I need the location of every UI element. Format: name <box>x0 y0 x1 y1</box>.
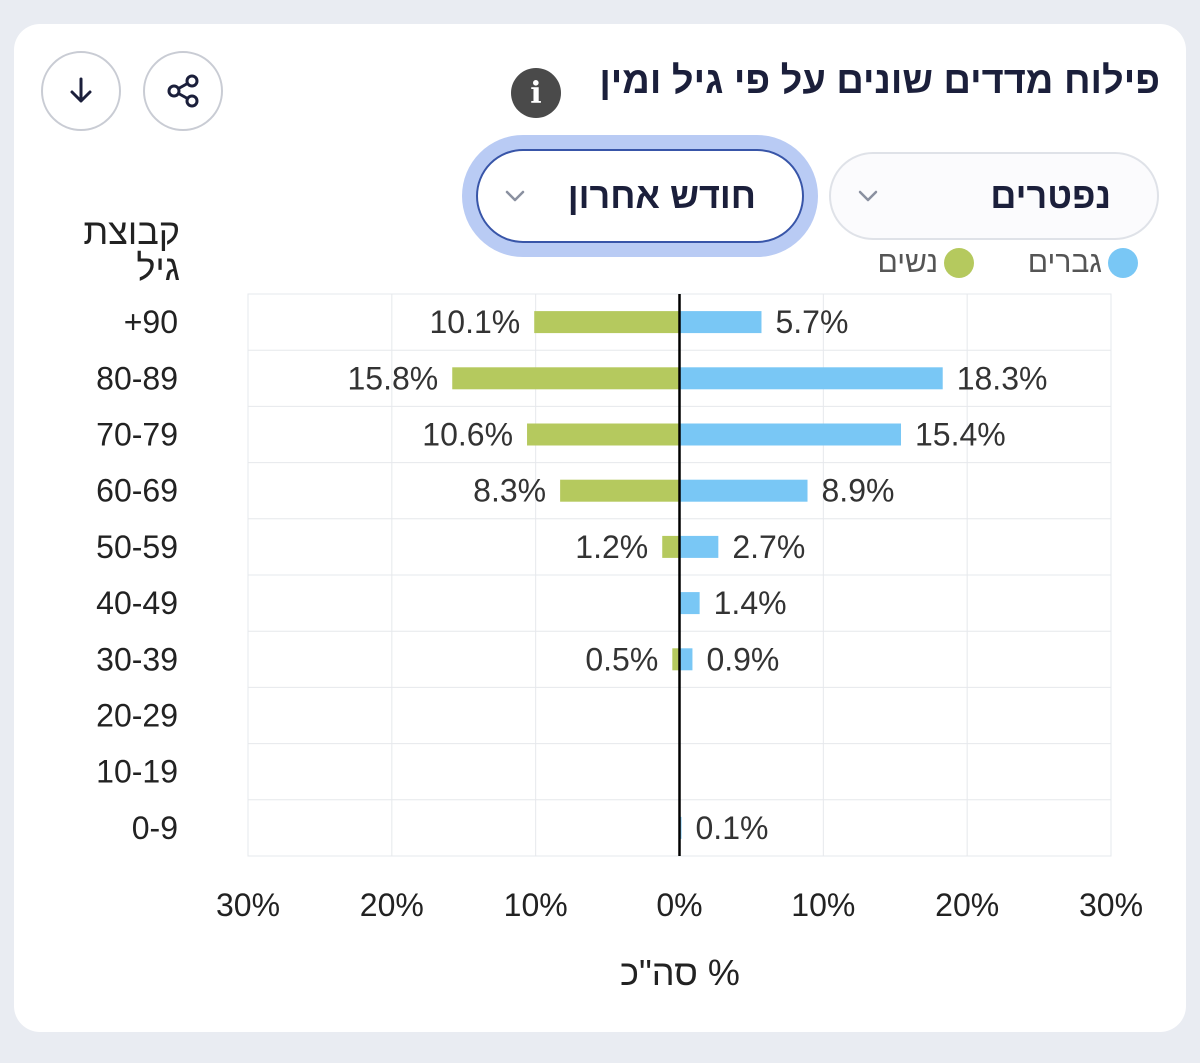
bar-women <box>662 535 680 558</box>
data-label-women: 8.3% <box>473 473 546 509</box>
legend-label-men: גברים <box>1027 246 1102 279</box>
bar-men <box>679 535 719 558</box>
x-tick-label: 30% <box>1079 887 1143 923</box>
data-label-women: 10.6% <box>422 417 513 453</box>
bar-men <box>679 479 808 502</box>
bar-women <box>452 367 680 390</box>
x-tick-label: 10% <box>504 887 568 923</box>
metric-select[interactable]: נפטרים <box>829 152 1159 240</box>
data-label-men: 18.3% <box>957 360 1048 396</box>
data-label-women: 10.1% <box>429 304 520 340</box>
y-tick-label: 80-89 <box>96 360 178 396</box>
data-label-men: 15.4% <box>915 417 1006 453</box>
y-tick-label: 70-79 <box>96 417 178 453</box>
data-label-men: 2.7% <box>732 529 805 565</box>
share-icon <box>167 74 199 108</box>
bar-men <box>679 592 700 615</box>
y-tick-label: 0-9 <box>132 810 178 846</box>
chart-title: פילוח מדדים שונים על פי גיל ומין <box>599 60 1160 102</box>
y-axis-title: קבוצת גיל <box>83 211 180 288</box>
bar-women <box>527 423 680 446</box>
metric-select-value: נפטרים <box>990 175 1111 216</box>
data-label-men: 5.7% <box>775 304 848 340</box>
bar-women <box>534 311 680 334</box>
y-tick-label: 20-29 <box>96 698 178 734</box>
data-label-men: 1.4% <box>714 585 787 621</box>
info-icon[interactable]: i <box>511 68 561 118</box>
data-label-men: 0.1% <box>696 810 769 846</box>
legend-swatch-men <box>1108 248 1138 278</box>
download-button[interactable] <box>41 51 121 131</box>
legend-item-women[interactable]: נשים <box>877 246 974 280</box>
x-tick-label: 20% <box>360 887 424 923</box>
share-button[interactable] <box>143 51 223 131</box>
y-tick-label: 50-59 <box>96 529 178 565</box>
x-tick-label: 0% <box>656 887 702 923</box>
y-tick-label: 10-19 <box>96 754 178 790</box>
data-label-men: 0.9% <box>706 641 779 677</box>
period-select-value: חודש אחרון <box>567 175 756 216</box>
period-select[interactable]: חודש אחרון <box>476 149 804 243</box>
data-label-women: 0.5% <box>585 641 658 677</box>
y-tick-label: 60-69 <box>96 473 178 509</box>
x-axis-title: % סה"כ <box>620 952 740 993</box>
data-label-men: 8.9% <box>822 473 895 509</box>
chevron-down-icon <box>505 190 525 202</box>
data-label-women: 1.2% <box>575 529 648 565</box>
y-tick-label: 40-49 <box>96 585 178 621</box>
x-tick-label: 20% <box>935 887 999 923</box>
bar-men <box>679 423 902 446</box>
y-tick-label: 30-39 <box>96 641 178 677</box>
x-tick-label: 10% <box>791 887 855 923</box>
data-label-women: 15.8% <box>348 360 439 396</box>
legend-swatch-women <box>944 248 974 278</box>
bar-men <box>679 648 693 671</box>
x-tick-label: 30% <box>216 887 280 923</box>
bar-men <box>679 367 943 390</box>
bar-men <box>679 311 762 334</box>
y-tick-label: +90 <box>124 304 178 340</box>
legend-label-women: נשים <box>877 246 938 279</box>
bar-women <box>560 479 680 502</box>
chevron-down-icon <box>858 190 878 202</box>
legend-item-men[interactable]: גברים <box>1028 246 1138 280</box>
download-icon <box>70 77 92 103</box>
bar-women <box>672 648 680 671</box>
